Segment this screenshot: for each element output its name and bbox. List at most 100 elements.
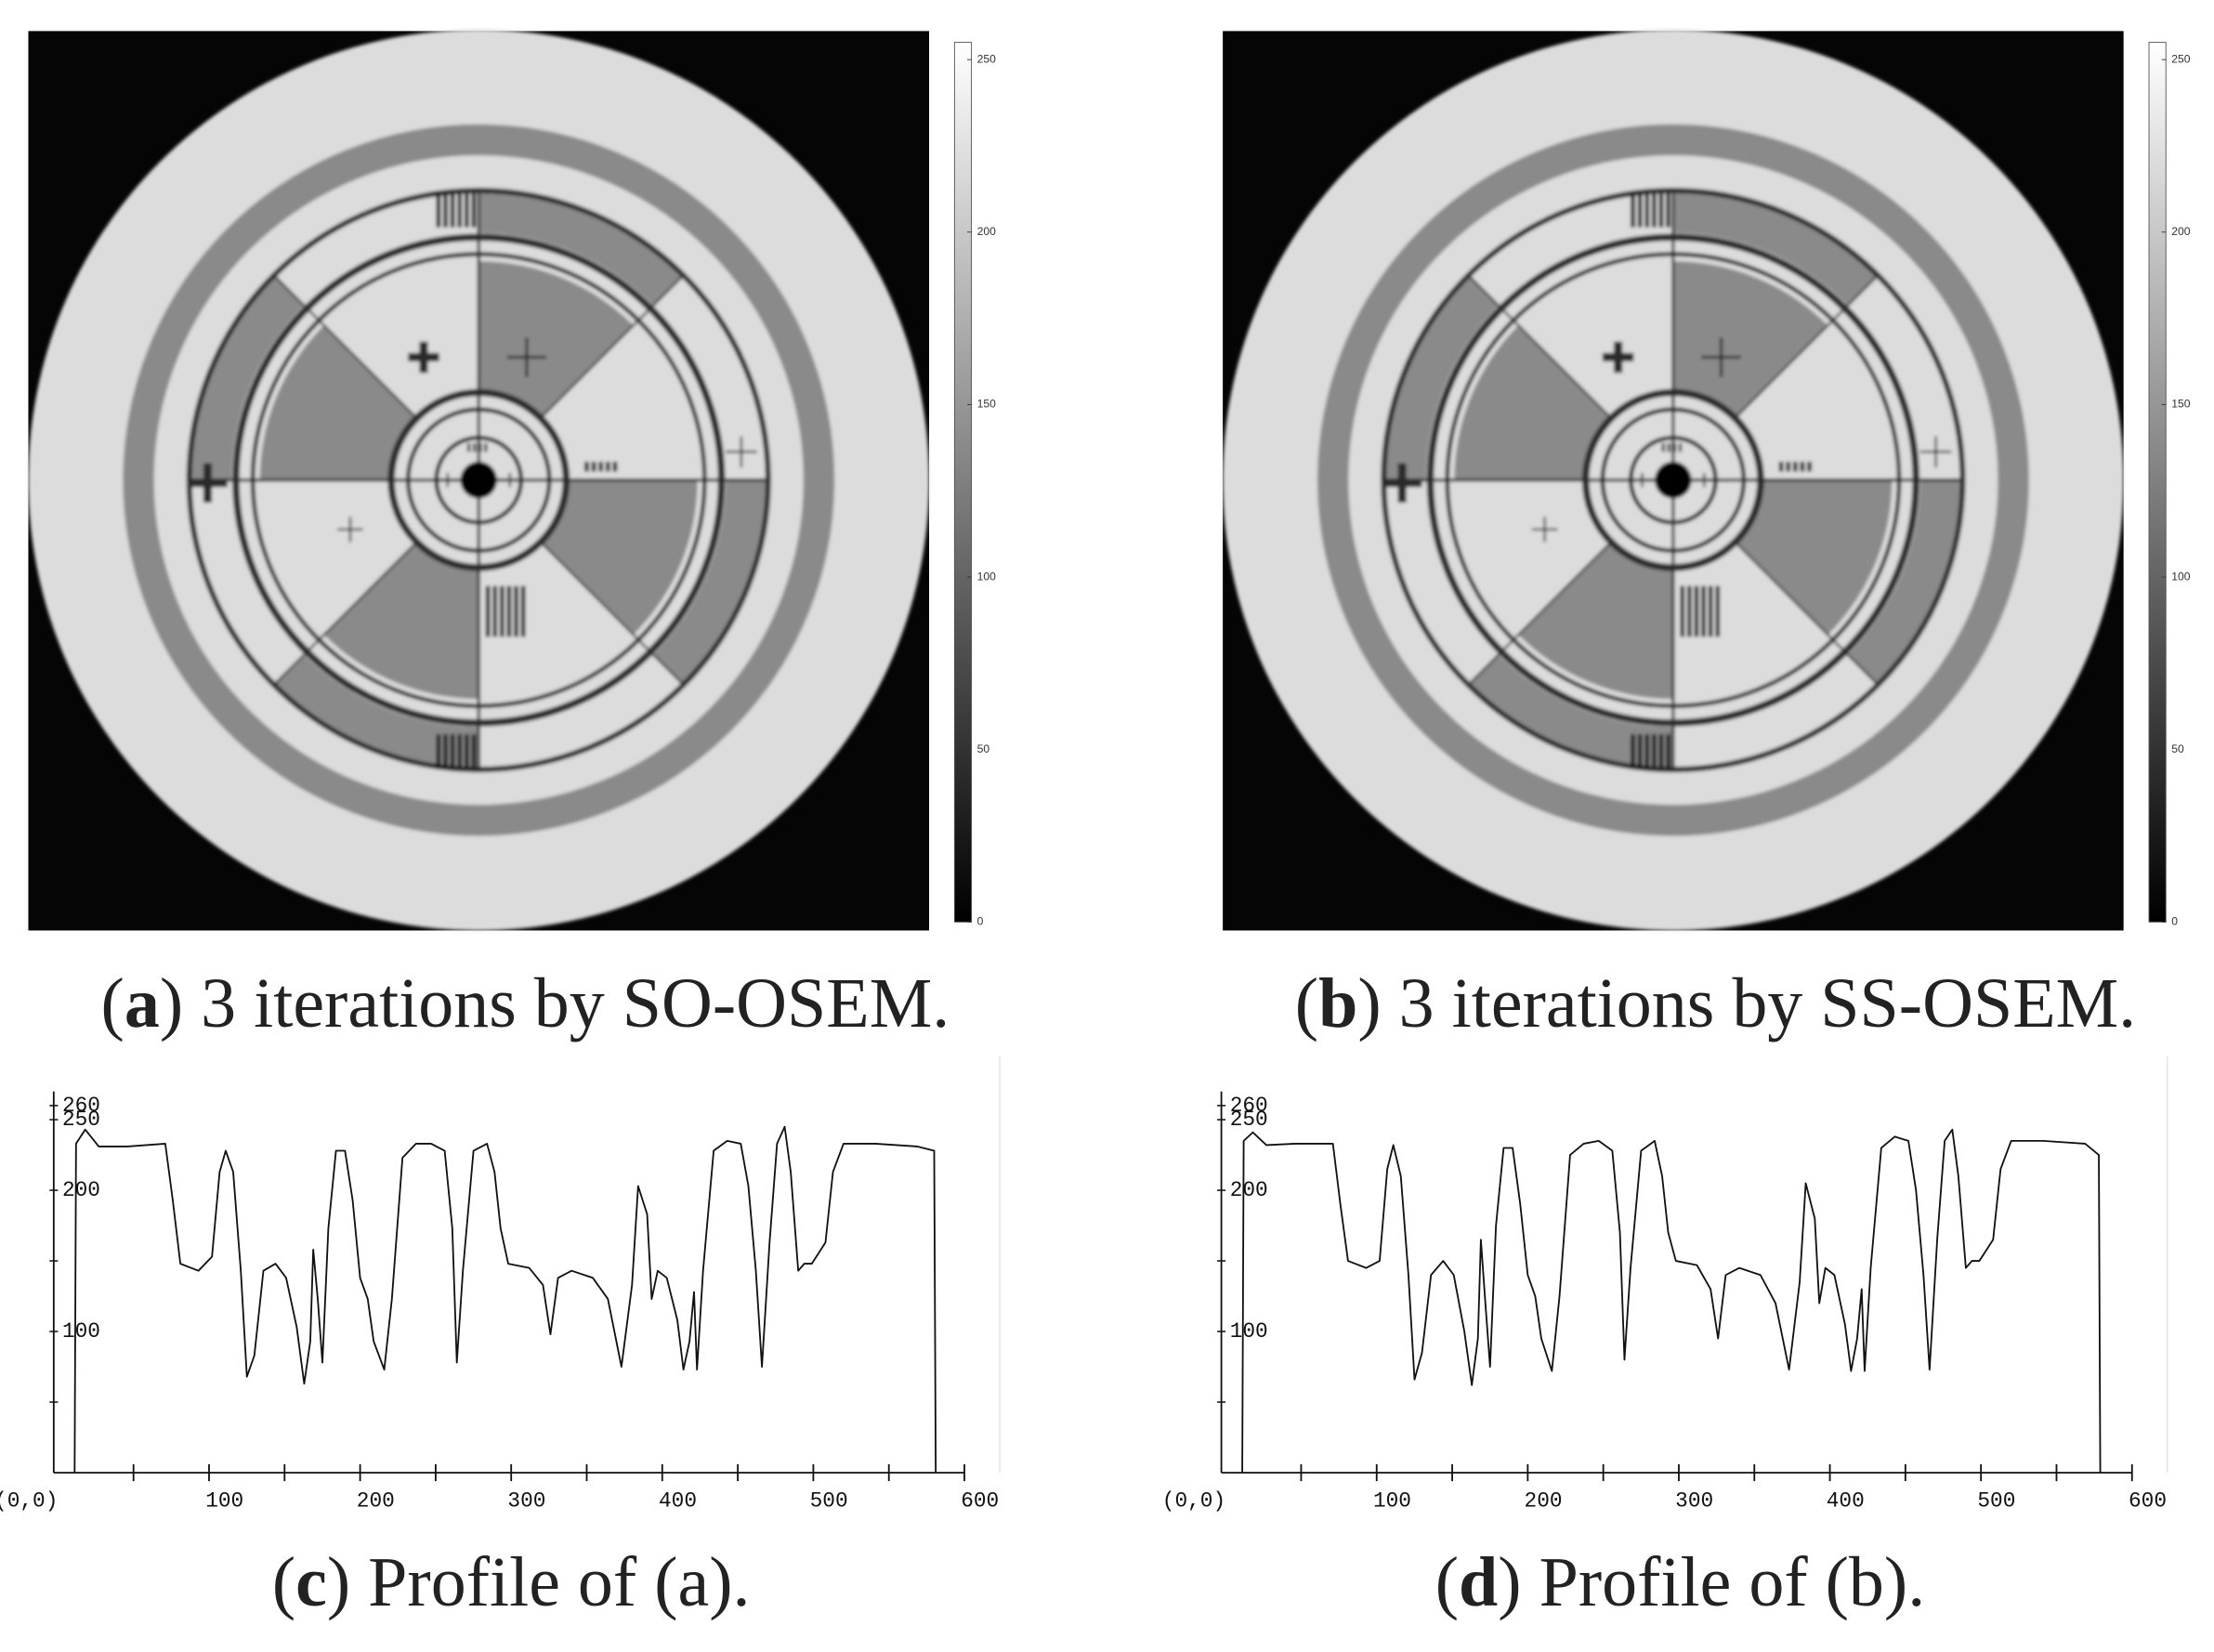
- phantom-bars: [584, 461, 589, 472]
- y-tick-label: 260: [1230, 1094, 1268, 1118]
- x-tick-label: (0,0): [1162, 1488, 1225, 1513]
- phantom-bars: [1666, 193, 1670, 228]
- phantom-ring: [1317, 124, 2029, 836]
- phantom-bars: [443, 734, 448, 768]
- phantom-bars: [1672, 443, 1676, 452]
- phantom-edge: [1467, 274, 1613, 419]
- phantom-bars: [1667, 443, 1670, 452]
- phantom-sector: [323, 261, 479, 419]
- phantom-edge: [273, 274, 418, 419]
- phantom-sector: [259, 325, 417, 480]
- phantom-sector: [478, 261, 634, 419]
- phantom-sector: [653, 479, 766, 683]
- profile-line: [73, 1125, 937, 1474]
- phantom-bars: [1807, 461, 1812, 472]
- colorbar-tick-label: 200: [977, 225, 997, 238]
- y-tick-label: 200: [62, 1178, 100, 1202]
- phantom-bars: [457, 734, 463, 768]
- phantom-bars: [1678, 443, 1683, 452]
- phantom-bars: [443, 193, 448, 228]
- phantom-bars: [1658, 193, 1664, 228]
- caption: (d) Profile of (b).: [1435, 1543, 1925, 1621]
- phantom-bars: [1778, 461, 1784, 472]
- phantom-sector: [1454, 325, 1612, 480]
- x-tick-label: 600: [2129, 1488, 2167, 1513]
- x-tick-label: 300: [507, 1488, 545, 1513]
- phantom-bars: [1644, 193, 1650, 228]
- profile-line: [1241, 1128, 2102, 1474]
- phantom-bars: [500, 585, 504, 637]
- x-tick-label: 400: [1827, 1488, 1865, 1513]
- y-tick-label: 200: [1230, 1178, 1268, 1202]
- phantom-bars: [1637, 193, 1643, 228]
- phantom-edge: [1734, 274, 1879, 419]
- phantom-sector: [540, 325, 698, 480]
- phantom-sector: [259, 479, 417, 636]
- phantom-sector: [1470, 654, 1673, 767]
- phantom-bars: [1658, 734, 1664, 768]
- phantom-sector: [540, 479, 698, 636]
- phantom-bars: [1644, 734, 1650, 768]
- colorbar: [953, 42, 973, 923]
- phantom-sector: [1672, 261, 1828, 419]
- y-tick-label: 100: [1230, 1319, 1268, 1344]
- phantom-sector: [191, 277, 305, 480]
- phantom-bars: [612, 461, 618, 472]
- phantom-bars: [1715, 585, 1721, 637]
- phantom-sector: [323, 542, 479, 700]
- phantom: [28, 29, 930, 931]
- phantom-edge: [1467, 541, 1613, 686]
- phantom-bars: [1631, 734, 1635, 768]
- phantom-bars: [473, 443, 477, 452]
- phantom-bars: [1652, 734, 1657, 768]
- phantom-sector: [276, 193, 479, 306]
- x-tick-label: 500: [1977, 1488, 2015, 1513]
- colorbar-tick-label: 100: [977, 570, 997, 583]
- phantom-sector: [1518, 542, 1673, 700]
- phantom-sector: [1672, 542, 1828, 700]
- phantom-bars: [450, 734, 455, 768]
- phantom-bars: [467, 443, 471, 452]
- phantom-bars: [478, 443, 482, 452]
- phantom-bars: [598, 461, 603, 472]
- phantom-bars: [484, 443, 488, 452]
- phantom-bars: [1680, 585, 1685, 637]
- colorbar-tick-label: 200: [2171, 225, 2191, 238]
- caption: (b) 3 iterations by SS-OSEM.: [1295, 964, 2136, 1042]
- colorbar-tick-label: 0: [2171, 915, 2178, 928]
- phantom-bars: [591, 461, 596, 472]
- colorbar-tick-label: 150: [2171, 398, 2191, 411]
- x-tick-label: 600: [961, 1488, 999, 1513]
- phantom-sector: [1518, 261, 1673, 419]
- phantom-center: [1655, 461, 1692, 499]
- phantom-image: [28, 29, 930, 931]
- phantom-bars: [471, 734, 477, 768]
- phantom-sector: [191, 479, 305, 683]
- phantom-sector: [1735, 479, 1893, 636]
- colorbar-tick-label: 100: [2171, 570, 2191, 583]
- y-tick-label: 100: [62, 1319, 100, 1344]
- phantom-sector: [653, 277, 766, 480]
- caption: (a) 3 iterations by SO-OSEM.: [101, 964, 950, 1042]
- phantom-sector: [1470, 193, 1673, 306]
- phantom-bars: [1800, 461, 1805, 472]
- x-tick-label: 500: [810, 1488, 848, 1513]
- phantom-bars: [450, 193, 455, 228]
- phantom-sector: [478, 654, 682, 767]
- phantom-edge: [540, 541, 685, 686]
- phantom-bars: [1793, 461, 1798, 472]
- phantom-sector: [1847, 479, 1960, 683]
- y-tick-label: 260: [62, 1094, 100, 1118]
- phantom-bars: [465, 193, 469, 228]
- colorbar-tick-label: 0: [977, 915, 984, 928]
- x-tick-label: 400: [659, 1488, 697, 1513]
- phantom-bars: [485, 585, 491, 637]
- phantom-bars: [514, 585, 518, 637]
- y-tick-label: 250: [1230, 1108, 1268, 1132]
- phantom-bars: [1694, 585, 1699, 637]
- phantom-sector: [1672, 193, 1877, 306]
- x-tick-label: 100: [205, 1488, 243, 1513]
- phantom-sector: [1672, 654, 1877, 767]
